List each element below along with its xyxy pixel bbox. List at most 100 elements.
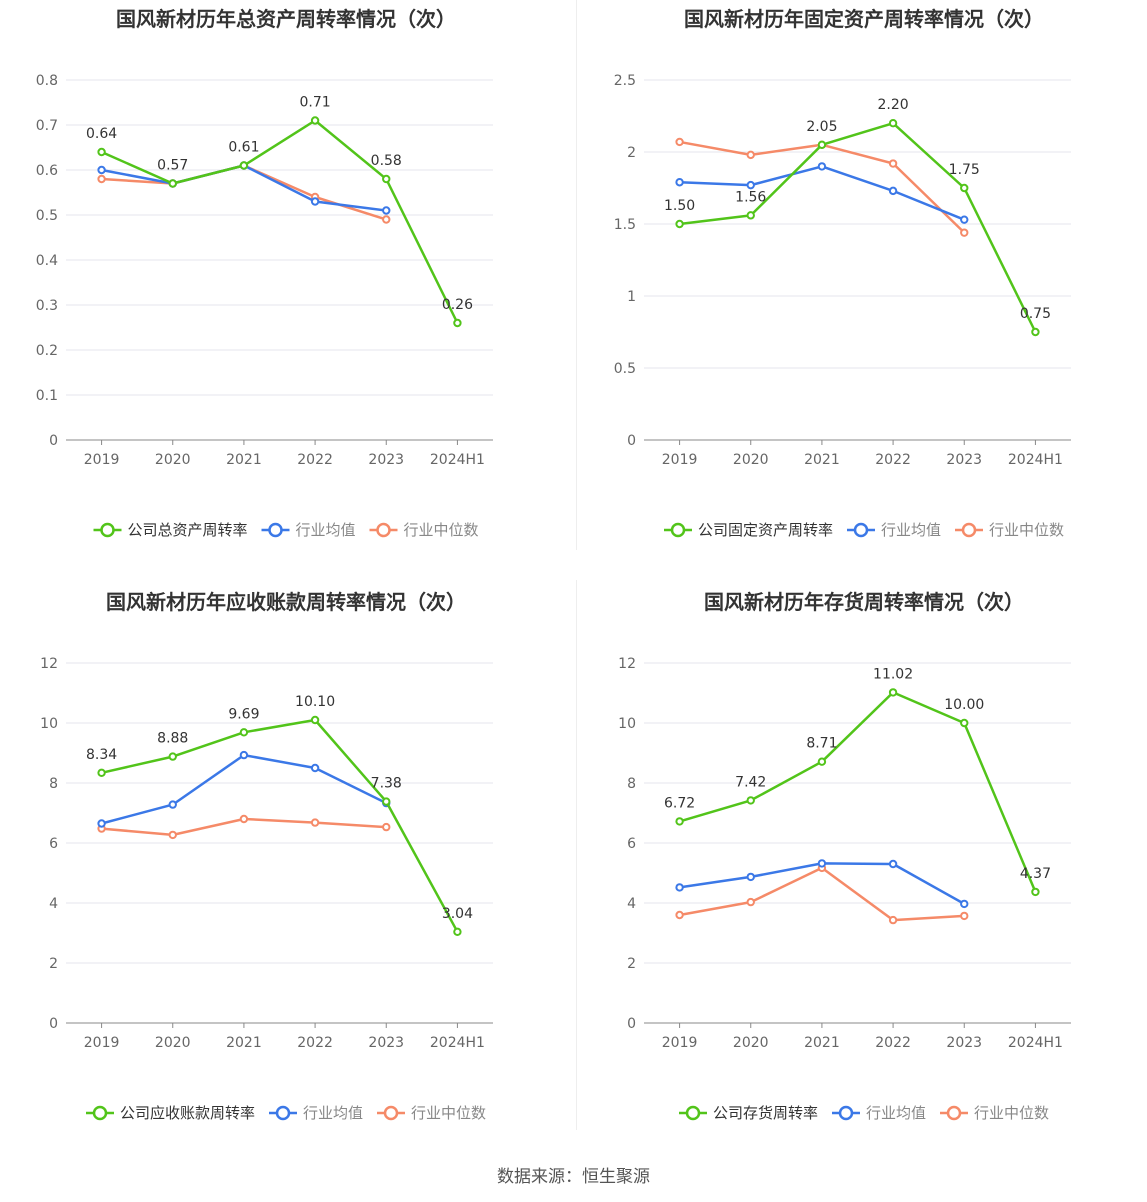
x-tick-label: 2022 [875,452,911,468]
x-tick-label: 2021 [226,1035,262,1051]
data-label: 1.50 [664,198,695,214]
data-point [888,915,898,925]
data-label: 8.34 [86,747,117,763]
data-point [310,116,320,125]
data-point [960,899,969,909]
x-tick-label: 2023 [946,1035,982,1051]
industry-median-series-line [101,164,387,221]
legend-item-industry-median-series: 行业中位数 [940,1104,1049,1122]
y-tick-label: 2 [627,145,636,161]
data-point [1031,887,1040,897]
data-point [310,818,320,827]
data-point [675,883,684,892]
y-tick-label: 12 [618,656,636,672]
data-point [453,927,462,936]
panel-divider [576,580,577,1130]
data-point [168,830,177,840]
y-tick-label: 8 [49,776,58,792]
x-tick-label: 2023 [368,452,404,468]
y-tick-label: 1.5 [614,217,636,233]
company-series-line [101,119,459,324]
data-point [97,165,106,175]
legend-item-industry-avg-series: 行业均值 [832,1104,926,1122]
data-label: 0.61 [228,140,259,156]
legend-marker [275,1105,291,1121]
legend-label: 行业中位数 [404,521,479,539]
data-point [168,800,177,809]
x-tick-label: 2020 [733,1035,769,1051]
chart-svg: 国风新材历年总资产周转率情况（次） 0 0.1 0.2 0.3 0.4 0.5 0.6 0.7 0… [36,7,493,539]
x-tick-label: 2024H1 [1008,1035,1063,1051]
data-point [675,219,684,229]
data-point [382,215,391,224]
data-point [97,174,106,184]
company-series-line [101,718,459,933]
y-tick-label: 0.1 [36,388,58,404]
x-tick-label: 2020 [155,452,191,468]
data-label: 0.64 [86,126,117,142]
data-point [675,137,684,147]
data-label: 8.88 [157,731,188,747]
legend-label: 行业均值 [296,521,356,539]
data-point [239,750,249,760]
x-tick-label: 2019 [662,1035,698,1051]
data-point [382,797,391,806]
data-point [1031,327,1040,337]
data-point [675,817,684,826]
legend-marker [685,1105,701,1121]
x-tick-label: 2021 [804,452,840,468]
x-tick-label: 2019 [84,452,120,468]
company-series-line [679,121,1037,333]
y-tick-label: 0 [627,1016,636,1032]
industry-avg-series-line [679,165,965,221]
data-point [960,215,969,224]
y-tick-label: 0.3 [36,298,58,314]
data-point [453,318,462,328]
data-point [746,897,755,907]
legend-marker [92,1105,108,1121]
data-label: 2.20 [877,97,908,113]
legend-label: 行业均值 [303,1104,363,1122]
data-point [382,206,391,215]
chart-svg: 国风新材历年固定资产周转率情况（次） 0 0.5 1 1.5 2 2.5 2019 2020 20… [614,7,1071,539]
y-tick-label: 0.5 [36,208,58,224]
chart-receivable-turnover: 国风新材历年应收账款周转率情况（次） 0 2 4 6 8 10 12 2019 2020 2021 2… [0,583,573,1163]
data-point [746,180,755,190]
legend-label: 行业中位数 [974,1104,1049,1122]
chart-title: 国风新材历年应收账款周转率情况（次） [106,590,466,614]
chart-title: 国风新材历年总资产周转率情况（次） [116,7,456,31]
y-tick-label: 10 [40,716,58,732]
y-tick-label: 6 [627,836,636,852]
data-label: 10.10 [295,694,335,710]
data-point [746,211,755,220]
data-point [382,174,391,184]
data-point [382,822,391,832]
legend-marker [838,1105,854,1121]
data-point [960,911,969,921]
data-label: 7.38 [371,776,402,792]
data-label: 0.75 [1020,306,1051,322]
chart-fixed-asset-turnover: 国风新材历年固定资产周转率情况（次） 0 0.5 1 1.5 2 2.5 2019 2020 20… [578,0,1147,580]
data-point [888,159,898,168]
y-tick-label: 0.7 [36,118,58,134]
legend-marker [670,522,686,538]
data-point [310,197,320,206]
data-point [97,147,106,157]
legend-item-industry-avg-series: 行业均值 [847,521,941,539]
x-tick-label: 2019 [662,452,698,468]
legend-item-industry-median-series: 行业中位数 [955,521,1064,539]
y-tick-label: 0 [49,433,58,449]
x-tick-label: 2023 [946,452,982,468]
x-tick-label: 2022 [875,1035,911,1051]
legend-marker [376,522,391,538]
legend-item-company-series: 公司存货周转率 [679,1104,818,1122]
data-point [888,859,898,869]
data-label: 4.37 [1020,866,1051,882]
x-tick-label: 2020 [733,452,769,468]
y-tick-label: 2 [627,956,636,972]
y-tick-label: 0.5 [614,361,636,377]
y-tick-label: 0.4 [36,253,58,269]
y-tick-label: 4 [627,896,636,912]
x-tick-label: 2020 [155,1035,191,1051]
data-label: 1.75 [949,162,980,178]
